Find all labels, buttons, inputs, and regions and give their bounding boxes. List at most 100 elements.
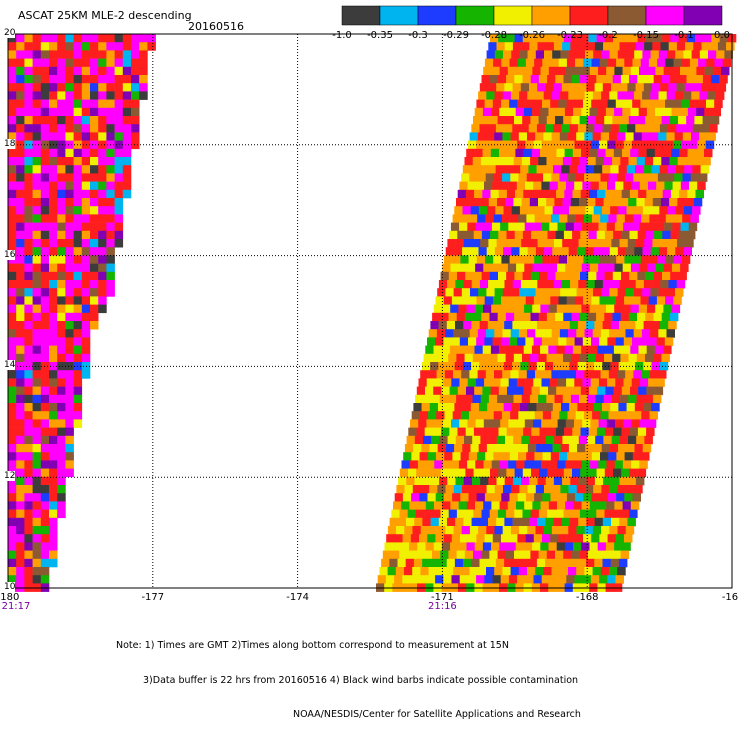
- heatmap-cell: [114, 116, 124, 125]
- heatmap-cell: [627, 321, 636, 330]
- heatmap-cell: [57, 132, 66, 141]
- heatmap-cell: [8, 394, 17, 404]
- heatmap-cell: [523, 107, 533, 117]
- heatmap-cell: [625, 526, 635, 535]
- heatmap-cell: [73, 345, 83, 355]
- heatmap-cell: [563, 509, 572, 519]
- heatmap-cell: [612, 75, 622, 84]
- heatmap-cell: [561, 83, 571, 92]
- heatmap-cell: [469, 526, 479, 535]
- heatmap-cell: [597, 148, 606, 158]
- heatmap-cell: [562, 198, 572, 207]
- heatmap-cell: [16, 148, 25, 158]
- heatmap-cell: [16, 247, 25, 256]
- heatmap-cell: [106, 255, 115, 264]
- heatmap-cell: [623, 337, 633, 346]
- heatmap-cell: [606, 66, 615, 76]
- heatmap-cell: [441, 427, 450, 437]
- heatmap-cell: [8, 271, 17, 281]
- heatmap-cell: [567, 370, 577, 379]
- heatmap-cell: [612, 509, 622, 519]
- heatmap-cell: [670, 75, 679, 84]
- heatmap-cell: [553, 558, 562, 568]
- heatmap-cell: [555, 271, 564, 281]
- heatmap-cell: [632, 296, 641, 305]
- heatmap-cell: [530, 312, 539, 322]
- heatmap-cell: [446, 362, 455, 371]
- heatmap-cell: [568, 329, 577, 338]
- heatmap-cell: [464, 312, 474, 322]
- heatmap-cell: [610, 206, 619, 215]
- heatmap-cell: [609, 329, 618, 338]
- colorbar-tick-label: -0.3: [408, 30, 428, 41]
- heatmap-cell: [422, 517, 431, 527]
- heatmap-cell: [446, 321, 456, 330]
- heatmap-cell: [81, 83, 91, 92]
- heatmap-cell: [489, 271, 499, 281]
- heatmap-cell: [501, 411, 511, 420]
- heatmap-cell: [645, 230, 655, 240]
- heatmap-cell: [584, 567, 593, 576]
- heatmap-cell: [16, 427, 25, 437]
- heatmap-cell: [502, 173, 511, 182]
- heatmap-cell: [57, 66, 66, 76]
- heatmap-cell: [599, 58, 609, 68]
- heatmap-cell: [504, 83, 513, 92]
- heatmap-cell: [472, 435, 481, 445]
- heatmap-cell: [508, 222, 517, 232]
- heatmap-cell: [492, 337, 502, 346]
- heatmap-cell: [655, 304, 664, 314]
- heatmap-cell: [550, 296, 559, 305]
- heatmap-cell: [24, 206, 33, 215]
- heatmap-cell: [49, 222, 58, 232]
- heatmap-cell: [516, 222, 525, 232]
- heatmap-cell: [441, 542, 451, 551]
- heatmap-cell: [139, 34, 148, 43]
- heatmap-cell: [24, 247, 33, 256]
- heatmap-cell: [8, 485, 17, 494]
- heatmap-cell: [616, 493, 625, 502]
- heatmap-cell: [530, 157, 539, 166]
- heatmap-cell: [598, 460, 607, 469]
- heatmap-cell: [568, 444, 578, 453]
- heatmap-cell: [461, 567, 470, 576]
- heatmap-cell: [548, 148, 557, 158]
- heatmap-cell: [573, 304, 582, 314]
- heatmap-cell: [533, 419, 542, 428]
- heatmap-cell: [466, 345, 475, 355]
- heatmap-cell: [24, 132, 33, 141]
- heatmap-cell: [513, 394, 522, 404]
- heatmap-cell: [622, 263, 632, 273]
- heatmap-cell: [98, 107, 107, 117]
- heatmap-cell: [491, 501, 500, 510]
- heatmap-cell: [656, 378, 665, 387]
- heatmap-cell: [578, 83, 587, 92]
- heatmap-cell: [627, 42, 637, 51]
- heatmap-cell: [542, 534, 551, 543]
- heatmap-cell: [49, 427, 58, 437]
- heatmap-cell: [40, 66, 50, 76]
- heatmap-cell: [473, 550, 482, 560]
- heatmap-cell: [24, 337, 33, 346]
- colorbar-tick-label: 0.0: [714, 30, 730, 41]
- heatmap-cell: [460, 534, 469, 543]
- heatmap-cell: [448, 509, 458, 519]
- heatmap-cell: [508, 140, 518, 150]
- heatmap-cell: [651, 124, 661, 133]
- heatmap-cell: [577, 165, 587, 174]
- heatmap-cell: [553, 165, 562, 174]
- heatmap-cell: [57, 173, 66, 182]
- heatmap-cell: [426, 419, 435, 428]
- heatmap-cell: [122, 157, 132, 166]
- heatmap-cell: [636, 239, 645, 248]
- heatmap-cell: [552, 288, 561, 297]
- heatmap-cell: [447, 435, 457, 445]
- heatmap-cell: [49, 288, 58, 297]
- heatmap-cell: [65, 403, 74, 412]
- heatmap-cell: [685, 157, 695, 166]
- heatmap-cell: [537, 435, 547, 445]
- heatmap-cell: [714, 99, 723, 109]
- heatmap-cell: [638, 107, 648, 117]
- heatmap-cell: [438, 558, 447, 568]
- heatmap-cell: [609, 50, 619, 59]
